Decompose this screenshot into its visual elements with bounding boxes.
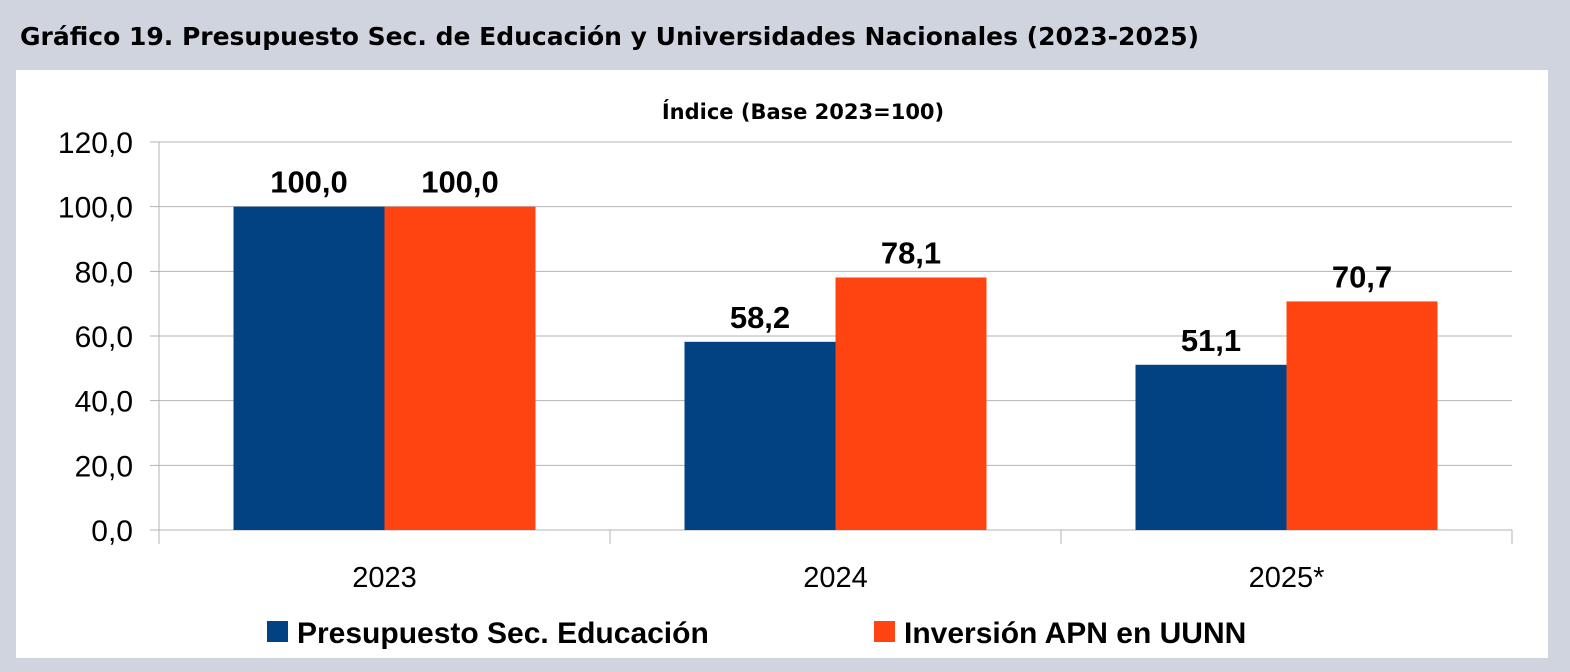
bar bbox=[1286, 301, 1438, 530]
data-label: 100,0 bbox=[270, 165, 348, 200]
legend-label: Presupuesto Sec. Educación bbox=[297, 617, 709, 650]
data-label: 100,0 bbox=[421, 165, 499, 200]
bar bbox=[233, 206, 385, 530]
y-tick-label: 60,0 bbox=[75, 321, 133, 354]
y-tick-label: 20,0 bbox=[75, 450, 133, 483]
y-tick-label: 40,0 bbox=[75, 386, 133, 419]
x-tick-label: 2024 bbox=[803, 562, 868, 594]
y-tick-label: 120,0 bbox=[58, 127, 133, 160]
data-label: 58,2 bbox=[730, 300, 790, 335]
legend-label: Inversión APN en UUNN bbox=[904, 617, 1246, 650]
bar bbox=[1135, 364, 1287, 530]
legend-swatch bbox=[267, 621, 288, 642]
bar bbox=[684, 341, 836, 530]
data-label: 51,1 bbox=[1181, 323, 1241, 358]
data-label: 78,1 bbox=[881, 235, 941, 270]
figure-title: Gráfico 19. Presupuesto Sec. de Educació… bbox=[20, 22, 1200, 51]
y-tick-label: 0,0 bbox=[91, 515, 133, 548]
bar bbox=[835, 277, 987, 530]
x-tick-label: 2023 bbox=[352, 562, 417, 594]
data-label: 70,7 bbox=[1332, 259, 1392, 294]
chart-title: Índice (Base 2023=100) bbox=[662, 99, 944, 124]
y-tick-label: 80,0 bbox=[75, 256, 133, 289]
bar bbox=[384, 206, 536, 530]
legend-swatch bbox=[874, 621, 895, 642]
x-tick-label: 2025* bbox=[1249, 562, 1325, 594]
y-tick-label: 100,0 bbox=[58, 192, 133, 225]
